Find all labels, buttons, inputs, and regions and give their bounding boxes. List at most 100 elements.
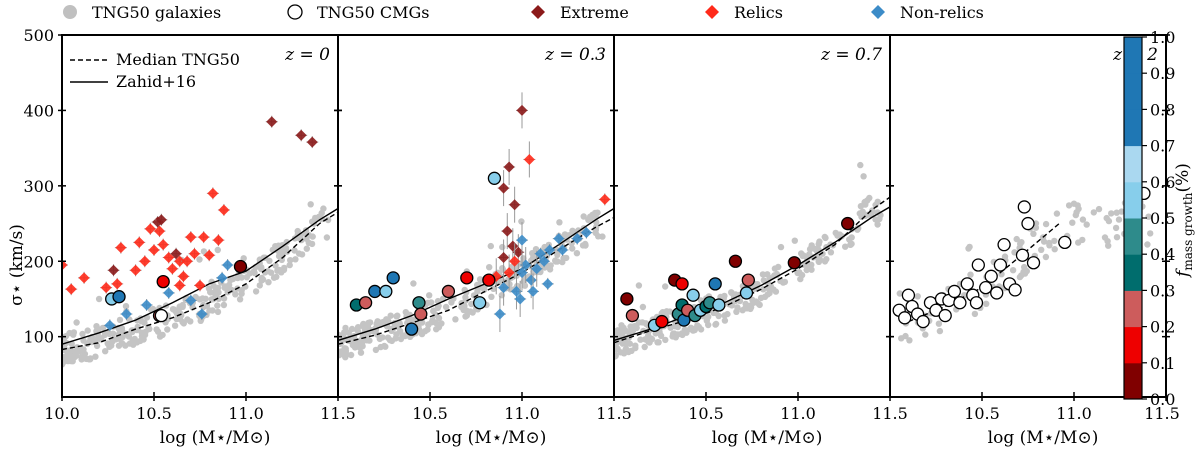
tng50-galaxy-point — [1118, 208, 1125, 215]
cmg-point — [412, 296, 426, 310]
cmg-point — [473, 296, 487, 310]
cmg-point — [739, 286, 754, 300]
x-axis-label: log (M⋆/M⊙) — [436, 428, 547, 448]
legend-marker-4 — [871, 5, 885, 19]
cmg-point — [971, 258, 985, 272]
panel-plot-area-2 — [614, 161, 890, 360]
tng50-galaxy-point — [308, 240, 316, 248]
tng50-galaxy-point — [1051, 237, 1058, 245]
tng50-galaxy-point — [419, 319, 426, 326]
diamond-point — [218, 204, 230, 216]
tng50-galaxy-point — [169, 306, 177, 313]
diamond-point — [509, 199, 521, 211]
tng50-galaxy-point — [256, 260, 263, 267]
tng50-galaxy-point — [372, 346, 380, 354]
legend-marker-1 — [287, 4, 303, 20]
tng50-galaxy-point — [755, 300, 762, 308]
cmg-point — [625, 308, 640, 323]
tng50-galaxy-point — [433, 319, 440, 327]
tng50-galaxy-point — [1038, 246, 1045, 253]
tng50-galaxy-point — [71, 353, 79, 361]
tng50-galaxy-point — [87, 356, 94, 363]
tng50-galaxy-point — [240, 255, 247, 262]
tng50-galaxy-point — [348, 325, 356, 333]
tng50-galaxy-point — [697, 326, 705, 333]
cmg-point — [969, 296, 984, 310]
tng50-galaxy-point — [283, 248, 291, 255]
tng50-galaxy-point — [811, 245, 819, 253]
diamond-point — [556, 244, 568, 256]
tng50-galaxy-point — [662, 283, 669, 290]
tng50-galaxy-point — [1147, 230, 1154, 237]
diamond-point — [553, 233, 565, 245]
cmg-point — [1021, 216, 1035, 231]
diamond-point — [538, 255, 550, 267]
diamond-point — [520, 259, 532, 271]
colorbar-band — [1124, 326, 1142, 364]
cmg-point — [979, 280, 993, 295]
tng50-galaxy-point — [614, 352, 619, 359]
tng50-galaxy-point — [324, 216, 332, 224]
tng50-galaxy-point — [967, 271, 974, 278]
tng50-galaxy-point — [116, 316, 124, 324]
tng50-galaxy-point — [357, 349, 365, 356]
tng50-galaxy-point — [848, 240, 855, 248]
tng50-galaxy-point — [382, 343, 389, 350]
tng50-galaxy-point — [292, 256, 299, 263]
tng50-galaxy-point — [721, 317, 729, 324]
tng50-galaxy-point — [220, 295, 228, 302]
tng50-galaxy-point — [62, 358, 68, 365]
legend-marker-0 — [63, 5, 77, 19]
tng50-galaxy-point — [99, 324, 107, 332]
tng50-galaxy-point — [312, 214, 319, 222]
tng50-galaxy-point — [347, 351, 355, 359]
tng50-galaxy-point — [120, 329, 127, 337]
diamond-point — [133, 236, 145, 248]
tng50-galaxy-point — [674, 323, 681, 331]
cmg-point — [441, 284, 456, 299]
tng50-galaxy-point — [1079, 216, 1087, 223]
tng50-galaxy-point — [379, 334, 386, 341]
colorbar-tick-label: 0.0 — [1150, 390, 1175, 409]
tng50-galaxy-point — [153, 326, 160, 333]
x-axis-label: log (M⋆/M⊙) — [160, 428, 271, 448]
colorbar-band — [1124, 73, 1142, 110]
tng50-galaxy-point — [81, 351, 88, 359]
diamond-point — [501, 225, 513, 237]
tng50-galaxy-point — [202, 295, 209, 302]
tng50-galaxy-point — [486, 264, 493, 271]
tng50-galaxy-point — [935, 320, 943, 327]
diamond-point — [534, 248, 546, 260]
tng50-galaxy-point — [1090, 209, 1098, 216]
tng50-galaxy-point — [922, 331, 929, 338]
tng50-galaxy-point — [759, 271, 767, 278]
cmg-point — [404, 322, 419, 336]
diamond-point — [163, 251, 175, 263]
tng50-galaxy-point — [635, 319, 643, 326]
cmg-point — [368, 284, 382, 299]
tng50-galaxy-point — [777, 243, 785, 251]
diamond-point — [194, 279, 206, 291]
tng50-galaxy-point — [799, 252, 806, 260]
cmg-point — [379, 284, 393, 299]
x-tick-label: 11.5 — [872, 404, 908, 423]
tng50-galaxy-point — [679, 331, 686, 339]
cmg-point — [997, 238, 1011, 252]
tng50-galaxy-point — [428, 299, 435, 306]
diamond-point — [166, 263, 178, 275]
diamond-point — [157, 239, 169, 251]
colorbar-band — [1124, 109, 1142, 147]
diamond-point — [196, 308, 208, 320]
diamond-point — [544, 244, 556, 256]
tng50-galaxy-point — [94, 325, 102, 333]
panel-1: 11.5 10.5 11.0 log (M⋆/M⊙) z = 0.3 — [320, 34, 618, 448]
tng50-galaxy-point — [1108, 210, 1115, 217]
tng50-galaxy-point — [252, 288, 260, 295]
x-tick-label: 11.5 — [320, 404, 356, 423]
x-tick-label: 10.5 — [688, 404, 724, 423]
tng50-galaxy-point — [340, 351, 347, 358]
cmg-point — [655, 314, 669, 329]
tng50-galaxy-point — [138, 318, 145, 325]
redshift-label: z = 0 — [284, 45, 330, 65]
tng50-galaxy-point — [270, 274, 278, 281]
